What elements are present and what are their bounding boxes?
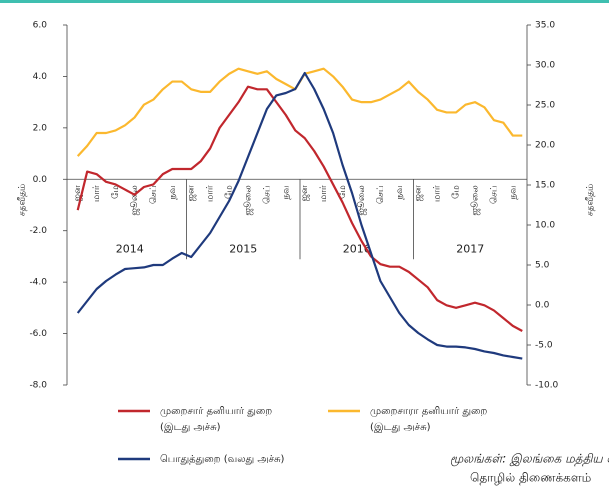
- x-tick-label: ஜன: [300, 185, 310, 202]
- year-label: 2015: [229, 242, 257, 255]
- x-tick-label: மார்: [206, 185, 216, 202]
- x-tick-label: மே: [111, 185, 121, 199]
- y-axis-label: சதவீதம்: [18, 184, 28, 217]
- y-tick-label: 6.0: [33, 21, 48, 31]
- y-tick-label: 4.0: [33, 72, 48, 82]
- y-tick-label: -4.0: [29, 278, 47, 288]
- x-tick-label: மே: [225, 185, 235, 199]
- series-line: [76, 85, 523, 332]
- series-line: [76, 71, 523, 360]
- y2-tick-label: 0.0: [535, 301, 550, 311]
- x-tick-label: செப்: [149, 185, 159, 204]
- legend-note: (இடது அச்சு): [160, 422, 221, 433]
- year-label: 2014: [116, 242, 144, 255]
- y2-tick-label: 35.0: [535, 21, 555, 31]
- x-tick-label: ஜூலை: [357, 185, 367, 215]
- y2-tick-label: 5.0: [535, 261, 550, 271]
- year-label: 2017: [456, 242, 484, 255]
- legend-label: முறைசாரா தனியார் துறை: [370, 406, 488, 417]
- y-tick-label: -2.0: [29, 226, 47, 236]
- y2-axis-label: சதவீதம்: [586, 184, 596, 217]
- y2-tick-label: -5.0: [535, 341, 553, 351]
- x-tick-label: மார்: [319, 185, 329, 202]
- x-tick-label: செப்: [376, 185, 386, 204]
- x-tick-label: ஜன: [187, 185, 197, 202]
- x-tick-label: நவ: [508, 185, 518, 199]
- y2-tick-label: 30.0: [535, 61, 555, 71]
- y-tick-label: 0.0: [33, 175, 48, 185]
- y2-tick-label: -10.0: [535, 381, 559, 391]
- x-tick-label: மார்: [433, 185, 443, 202]
- x-tick-label: செப்: [262, 185, 272, 204]
- x-tick-label: ஜூலை: [243, 185, 253, 215]
- x-tick-label: நவ: [281, 185, 291, 199]
- x-tick-label: ஜூலை: [470, 185, 480, 215]
- x-tick-label: நவ: [395, 185, 405, 199]
- x-tick-label: நவ: [168, 185, 178, 199]
- x-tick-label: மார்: [92, 185, 102, 202]
- y2-tick-label: 10.0: [535, 221, 555, 231]
- top-border: [0, 0, 609, 3]
- y2-tick-label: 20.0: [535, 141, 555, 151]
- source-line: தொழில் திணைக்களம்: [470, 471, 591, 485]
- source-line: மூலங்கள்: இலங்கை மத்திய வங்கி: [450, 452, 609, 467]
- x-tick-label: செப்: [489, 185, 499, 204]
- x-tick-label: ஜன: [73, 185, 83, 202]
- y-tick-label: 2.0: [33, 123, 48, 133]
- legend-label: முறைசார் தனியார் துறை: [160, 406, 272, 417]
- y2-tick-label: 25.0: [535, 101, 555, 111]
- x-tick-label: ஜூலை: [130, 185, 140, 215]
- x-tick-label: ஜன: [414, 185, 424, 202]
- y2-tick-label: 15.0: [535, 181, 555, 191]
- x-tick-label: மே: [338, 185, 348, 199]
- y-tick-label: -8.0: [29, 381, 47, 391]
- y-tick-label: -6.0: [29, 329, 47, 339]
- x-tick-label: மே: [452, 185, 462, 199]
- legend-label: பொதுத்துறை (வலது அச்சு): [160, 454, 285, 465]
- legend-note: (இடது அச்சு): [370, 422, 431, 433]
